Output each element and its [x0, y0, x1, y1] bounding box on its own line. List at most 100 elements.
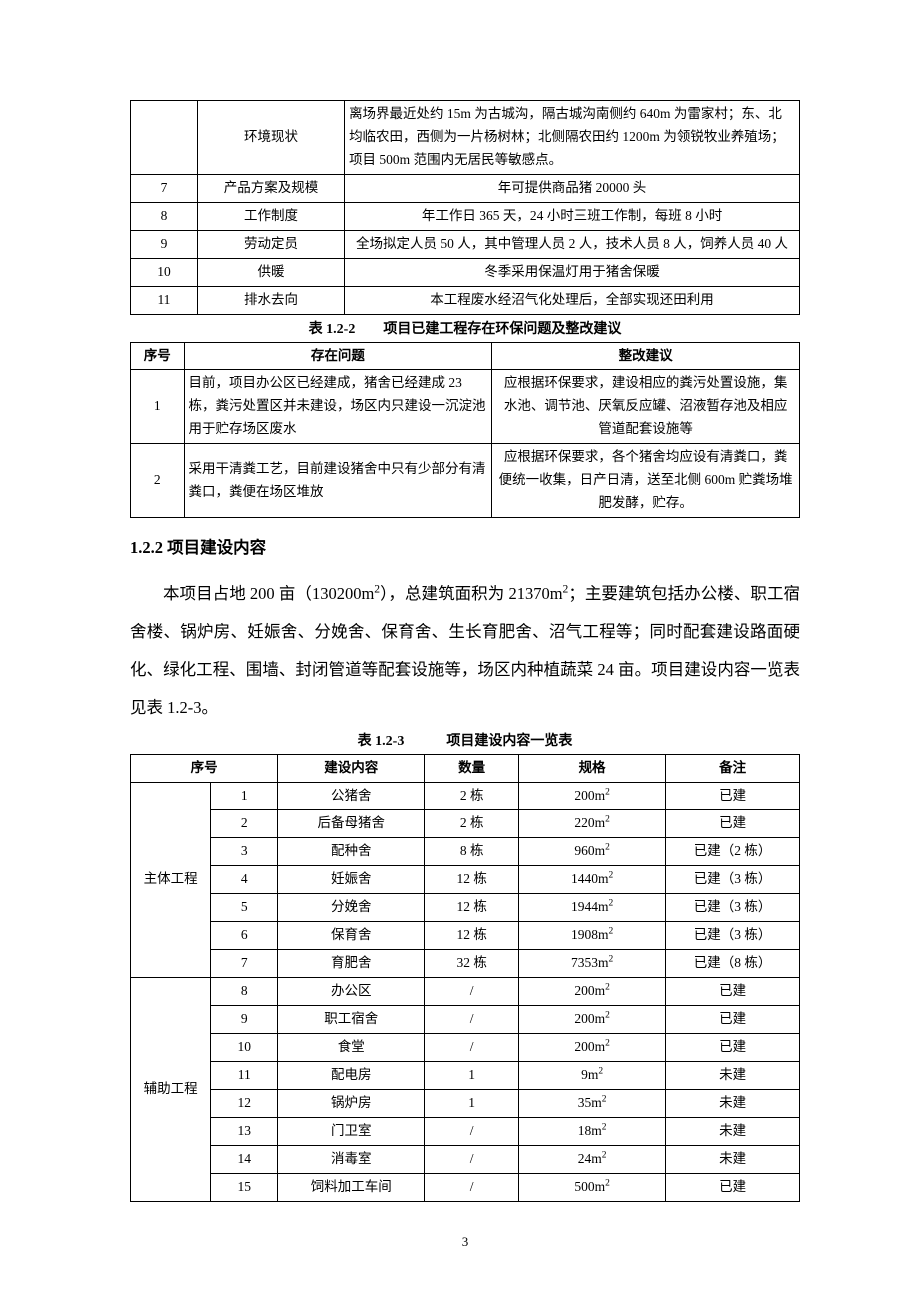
section-body: 本项目占地 200 亩（130200m2），总建筑面积为 21370m2；主要建…	[130, 575, 800, 727]
th-content: 建设内容	[278, 754, 425, 782]
t1-label: 劳动定员	[197, 230, 344, 258]
t3-content: 锅炉房	[278, 1089, 425, 1117]
t3-remark: 未建	[666, 1061, 800, 1089]
t3-content: 公猪舍	[278, 782, 425, 810]
t3-content: 职工宿舍	[278, 1006, 425, 1034]
t3-spec: 1944m2	[518, 894, 665, 922]
t3-remark: 已建（3 栋）	[666, 866, 800, 894]
t3-idx: 5	[211, 894, 278, 922]
t3-qty: /	[425, 1033, 519, 1061]
t3-idx: 14	[211, 1145, 278, 1173]
table-env-issues: 序号 存在问题 整改建议 1目前，项目办公区已经建成，猪舍已经建成 23 栋，粪…	[130, 342, 800, 519]
t1-desc: 冬季采用保温灯用于猪舍保暖	[345, 258, 800, 286]
th-qty: 数量	[425, 754, 519, 782]
t3-qty: 12 栋	[425, 922, 519, 950]
t3-spec: 7353m2	[518, 950, 665, 978]
t3-remark: 已建（3 栋）	[666, 894, 800, 922]
t1-num: 11	[131, 286, 198, 314]
th-seq: 序号	[131, 754, 278, 782]
page-number: 3	[130, 1232, 800, 1252]
t1-label: 供暖	[197, 258, 344, 286]
t3-remark: 未建	[666, 1117, 800, 1145]
t1-label: 工作制度	[197, 202, 344, 230]
t2-num: 2	[131, 444, 185, 518]
table-construction-content: 序号 建设内容 数量 规格 备注 主体工程1公猪舍2 栋200m2已建2后备母猪…	[130, 754, 800, 1202]
t3-remark: 未建	[666, 1089, 800, 1117]
th-seq: 序号	[131, 342, 185, 370]
t3-idx: 7	[211, 950, 278, 978]
section-heading: 1.2.2 项目建设内容	[130, 536, 800, 561]
t3-content: 配种舍	[278, 838, 425, 866]
t3-content: 保育舍	[278, 922, 425, 950]
t3-remark: 已建（8 栋）	[666, 950, 800, 978]
t3-spec: 200m2	[518, 978, 665, 1006]
t3-qty: 12 栋	[425, 866, 519, 894]
t1-desc: 年可提供商品猪 20000 头	[345, 174, 800, 202]
t3-spec: 1908m2	[518, 922, 665, 950]
t3-spec: 24m2	[518, 1145, 665, 1173]
t3-remark: 已建	[666, 782, 800, 810]
t3-remark: 已建	[666, 1033, 800, 1061]
t3-spec: 200m2	[518, 1006, 665, 1034]
t2-problem: 目前，项目办公区已经建成，猪舍已经建成 23 栋，粪污处置区并未建设，场区内只建…	[184, 370, 492, 444]
t1-label: 环境现状	[197, 101, 344, 175]
t3-qty: 1	[425, 1061, 519, 1089]
t3-group: 辅助工程	[131, 978, 211, 1202]
t3-idx: 8	[211, 978, 278, 1006]
t3-qty: 1	[425, 1089, 519, 1117]
t1-desc: 全场拟定人员 50 人，其中管理人员 2 人，技术人员 8 人，饲养人员 40 …	[345, 230, 800, 258]
t3-idx: 11	[211, 1061, 278, 1089]
th-problem: 存在问题	[184, 342, 492, 370]
t3-idx: 15	[211, 1173, 278, 1201]
t3-qty: 8 栋	[425, 838, 519, 866]
t1-label: 排水去向	[197, 286, 344, 314]
t3-qty: 2 栋	[425, 810, 519, 838]
t3-remark: 已建（3 栋）	[666, 922, 800, 950]
t1-desc: 离场界最近处约 15m 为古城沟，隔古城沟南侧约 640m 为雷家村；东、北均临…	[345, 101, 800, 175]
t2-suggestion: 应根据环保要求，各个猪舍均应设有清粪口，粪便统一收集，日产日清，送至北侧 600…	[492, 444, 800, 518]
t1-num: 7	[131, 174, 198, 202]
t3-content: 妊娠舍	[278, 866, 425, 894]
th-spec: 规格	[518, 754, 665, 782]
t3-remark: 已建	[666, 1006, 800, 1034]
th-suggestion: 整改建议	[492, 342, 800, 370]
t3-content: 后备母猪舍	[278, 810, 425, 838]
t1-num	[131, 101, 198, 175]
t3-remark: 未建	[666, 1145, 800, 1173]
t3-idx: 6	[211, 922, 278, 950]
t3-spec: 960m2	[518, 838, 665, 866]
t3-idx: 13	[211, 1117, 278, 1145]
t3-qty: /	[425, 1145, 519, 1173]
t1-label: 产品方案及规模	[197, 174, 344, 202]
t3-remark: 已建	[666, 978, 800, 1006]
t3-spec: 200m2	[518, 1033, 665, 1061]
t3-spec: 9m2	[518, 1061, 665, 1089]
t1-num: 10	[131, 258, 198, 286]
t3-spec: 35m2	[518, 1089, 665, 1117]
t3-qty: 2 栋	[425, 782, 519, 810]
th-remark: 备注	[666, 754, 800, 782]
table3-caption: 表 1.2-3 项目建设内容一览表	[130, 731, 800, 752]
t2-suggestion: 应根据环保要求，建设相应的粪污处置设施，集水池、调节池、厌氧反应罐、沼液暂存池及…	[492, 370, 800, 444]
t3-content: 配电房	[278, 1061, 425, 1089]
t3-spec: 220m2	[518, 810, 665, 838]
t3-group: 主体工程	[131, 782, 211, 978]
t1-num: 8	[131, 202, 198, 230]
t3-qty: /	[425, 1006, 519, 1034]
t3-spec: 500m2	[518, 1173, 665, 1201]
t3-qty: /	[425, 1117, 519, 1145]
t3-remark: 已建（2 栋）	[666, 838, 800, 866]
t3-qty: /	[425, 1173, 519, 1201]
t3-idx: 3	[211, 838, 278, 866]
t1-num: 9	[131, 230, 198, 258]
table2-caption: 表 1.2-2 项目已建工程存在环保问题及整改建议	[130, 319, 800, 340]
t3-content: 分娩舍	[278, 894, 425, 922]
t3-idx: 1	[211, 782, 278, 810]
t3-content: 门卫室	[278, 1117, 425, 1145]
table-project-overview: 环境现状离场界最近处约 15m 为古城沟，隔古城沟南侧约 640m 为雷家村；东…	[130, 100, 800, 315]
t3-idx: 4	[211, 866, 278, 894]
t3-qty: /	[425, 978, 519, 1006]
t2-problem: 采用干清粪工艺，目前建设猪舍中只有少部分有清粪口，粪便在场区堆放	[184, 444, 492, 518]
t2-num: 1	[131, 370, 185, 444]
t3-qty: 32 栋	[425, 950, 519, 978]
